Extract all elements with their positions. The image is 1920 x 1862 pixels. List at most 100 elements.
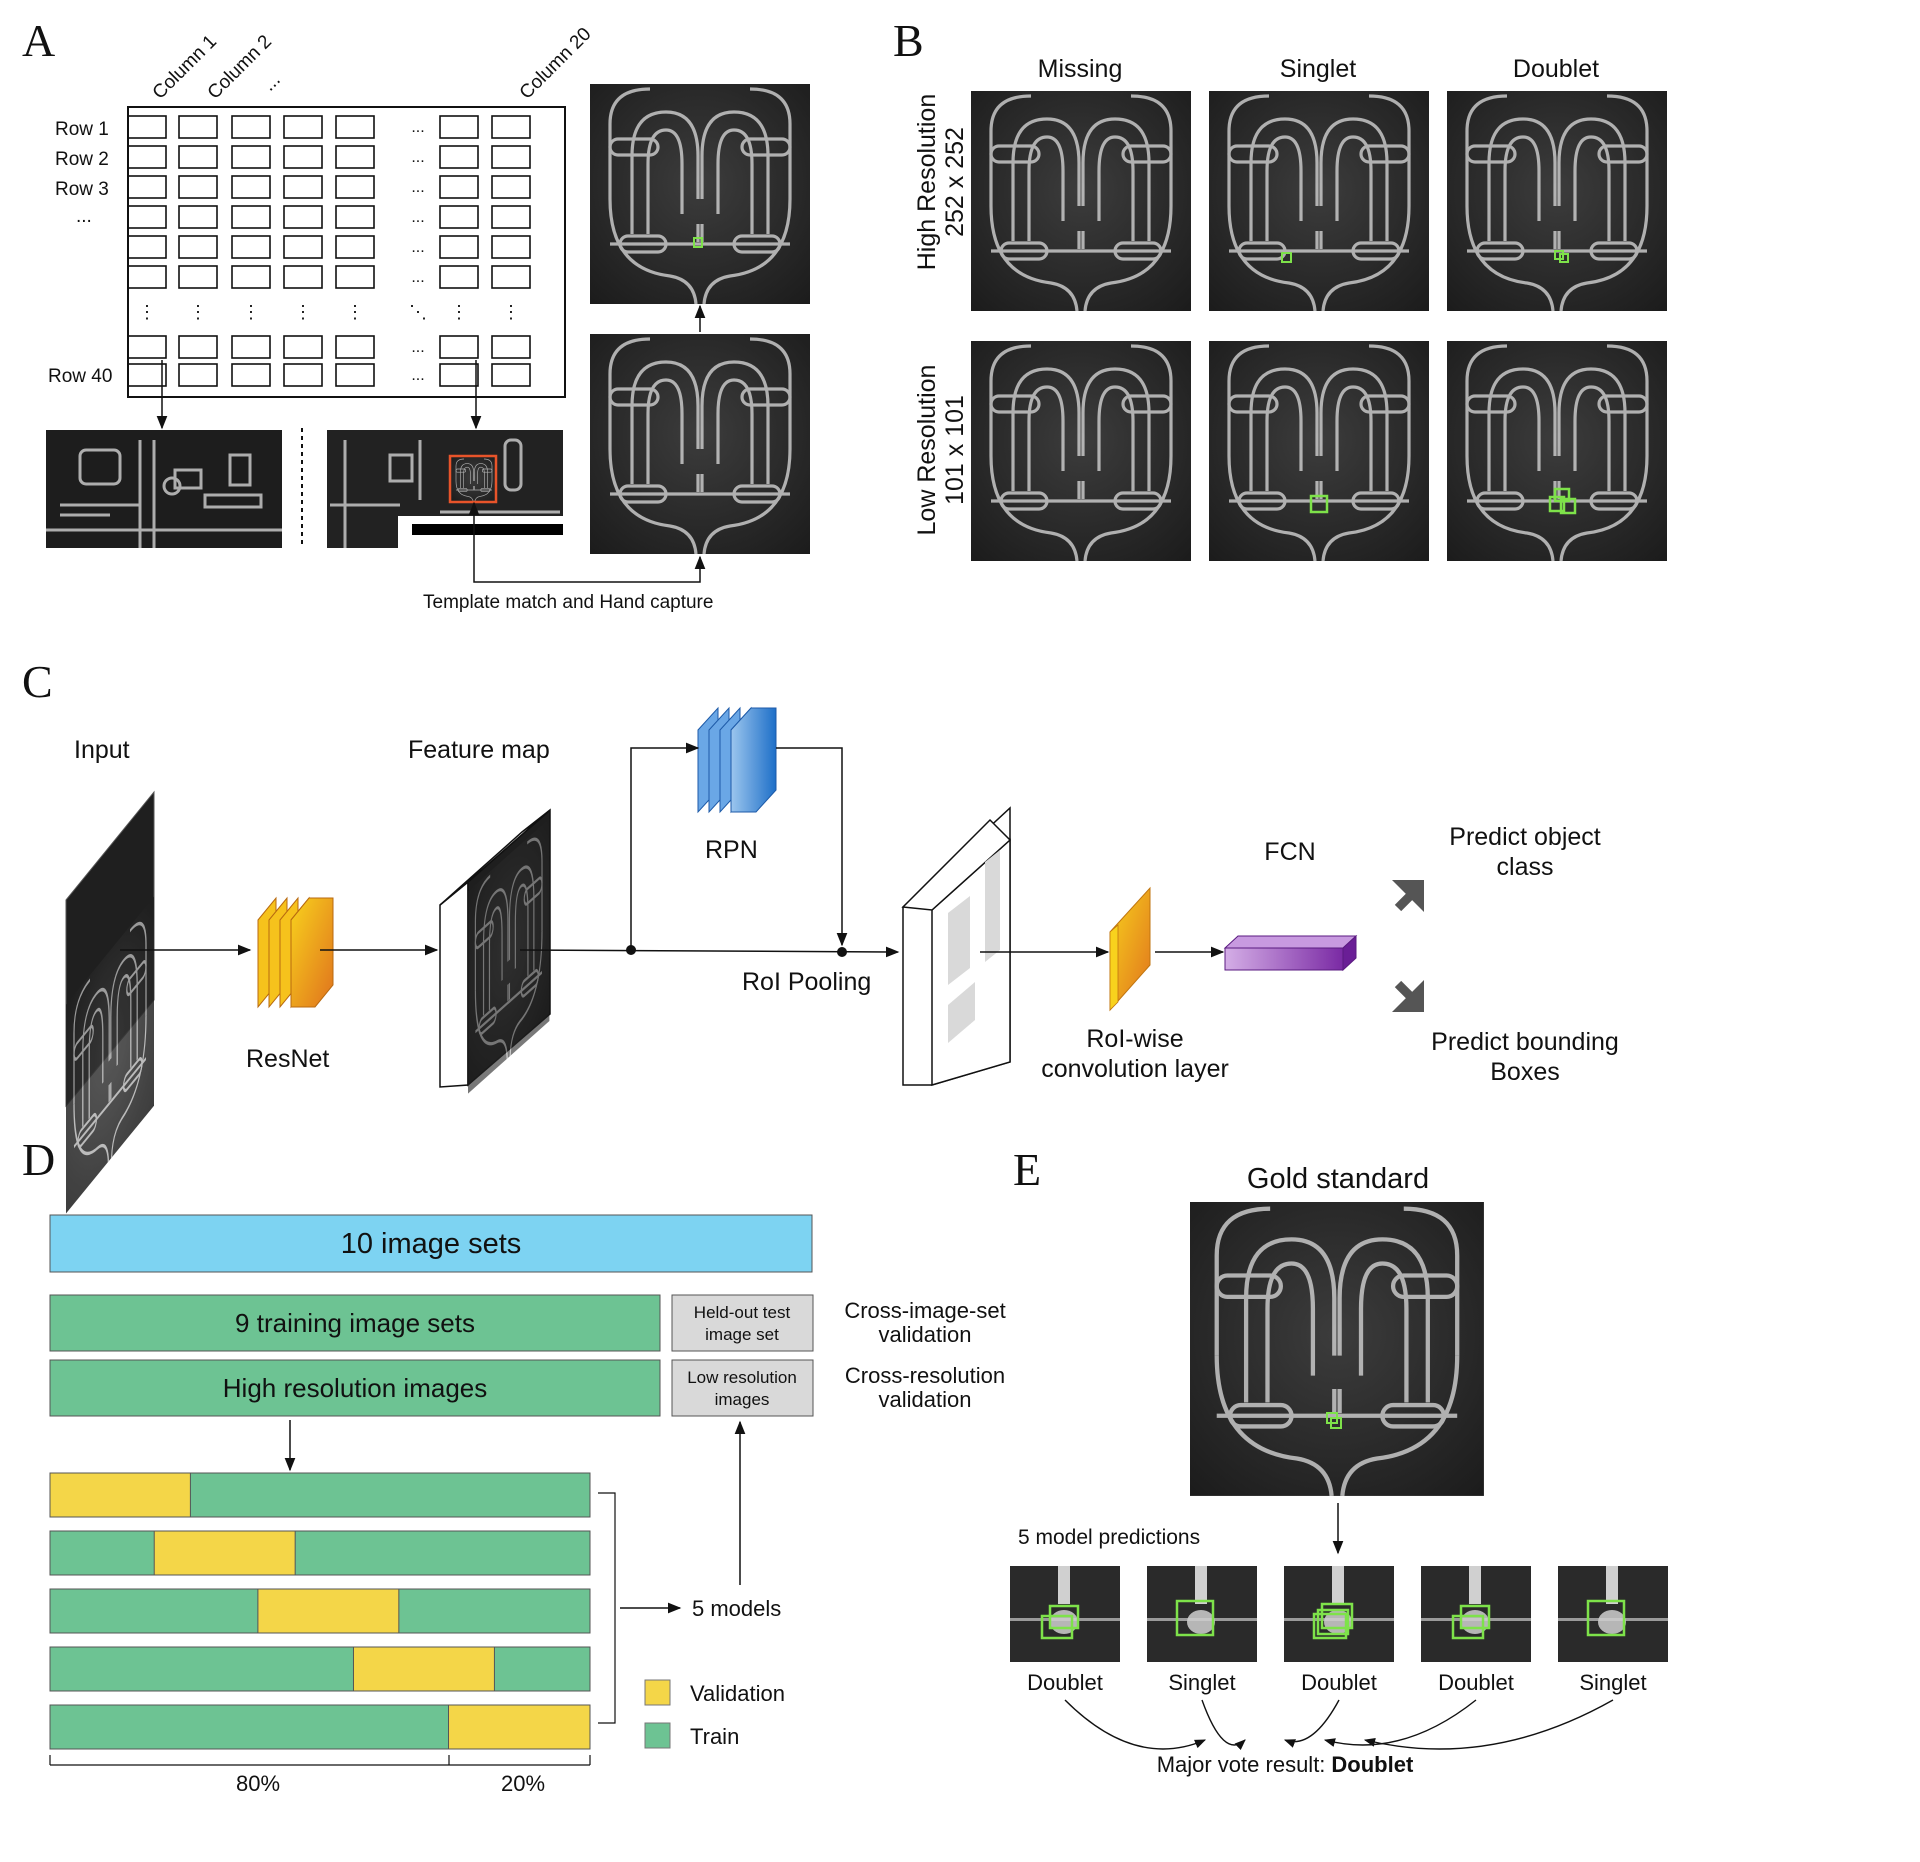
chip-cell	[335, 363, 375, 387]
fcn-block	[1223, 934, 1358, 972]
roi-pooling-box	[901, 806, 1012, 1087]
chip-photo-right	[327, 430, 563, 548]
chip-cell	[439, 205, 479, 229]
legend-label-train: Train	[690, 1724, 739, 1749]
grid-ellipsis: ...	[411, 339, 424, 356]
chip-cell	[491, 235, 531, 259]
chip-cell	[127, 175, 167, 199]
label-rpn: RPN	[705, 836, 758, 864]
grid-vdots: ⋮	[346, 302, 364, 322]
prediction-thumbnail	[1010, 1566, 1120, 1662]
grid-ellipsis: ...	[411, 119, 424, 136]
fold-validation-segment	[352, 1646, 495, 1692]
col-label-missing: Missing	[1038, 55, 1123, 83]
chip-cell	[491, 363, 531, 387]
chip-cell	[283, 363, 323, 387]
rpn-layer-front	[730, 707, 777, 813]
label-cross-res-2: validation	[879, 1387, 972, 1412]
trap-image-bottom	[588, 332, 812, 556]
prediction-label: Doublet	[1027, 1670, 1103, 1695]
fold-validation-segment	[448, 1704, 591, 1750]
row-label-40: Row 40	[48, 366, 112, 387]
vote-arrow	[1064, 1699, 1207, 1750]
label-cross-image-1: Cross-image-set	[844, 1298, 1005, 1323]
grid-ellipsis: ...	[411, 209, 424, 226]
template-match-caption: Template match and Hand capture	[423, 592, 713, 613]
fold-validation-segment	[153, 1530, 296, 1576]
legend-label-validation: Validation	[690, 1681, 785, 1706]
chip-cell	[439, 175, 479, 199]
chip-cell	[127, 335, 167, 359]
arrow-rpn-to-pooling	[776, 747, 848, 947]
grid-vdots: ⋱	[409, 302, 427, 322]
chip-cell	[127, 363, 167, 387]
box-low-res	[671, 1359, 814, 1417]
col-label-singlet: Singlet	[1280, 55, 1356, 83]
chip-cell	[491, 205, 531, 229]
label-split-train: 80%	[236, 1771, 280, 1796]
resnet-layer-front	[290, 897, 334, 1008]
fold-train-bar	[49, 1646, 591, 1692]
prediction-thumbnail	[1421, 1566, 1531, 1662]
chip-cell	[283, 235, 323, 259]
chip-cell	[335, 115, 375, 139]
label-gold-standard: Gold standard	[1247, 1163, 1429, 1195]
chip-cell	[491, 265, 531, 289]
vote-arrow	[1283, 1699, 1340, 1748]
chip-cell	[178, 235, 218, 259]
prediction-label: Doublet	[1301, 1670, 1377, 1695]
row-label-3: Row 3	[55, 179, 109, 200]
output-arrow-box	[1392, 980, 1424, 1012]
chip-cell	[335, 175, 375, 199]
label-heldout-1: Held-out test	[694, 1303, 791, 1322]
grid-vdots: ⋮	[294, 302, 312, 322]
box-heldout	[671, 1294, 814, 1352]
panel-b: B Missing Singlet Doublet High Resolutio…	[893, 15, 1669, 563]
row-labels: Row 1 Row 2 Row 3 ... Row 40	[48, 119, 112, 387]
legend-swatch-validation	[644, 1679, 671, 1706]
chip-cell	[283, 205, 323, 229]
column-label-20: Column 20	[516, 24, 596, 104]
vote-arrow	[1323, 1699, 1477, 1747]
chip-cell	[491, 335, 531, 359]
grid-vdots: ⋮	[502, 302, 520, 322]
chip-cell	[335, 235, 375, 259]
chip-cell	[283, 145, 323, 169]
vote-arrow	[1363, 1699, 1614, 1750]
label-model-predictions: 5 model predictions	[1018, 1526, 1200, 1549]
label-roi-conv-2: convolution layer	[1041, 1055, 1229, 1083]
chip-cell	[231, 205, 271, 229]
trap-high-doublet	[1445, 89, 1669, 313]
chip-cell	[178, 363, 218, 387]
arrow-to-rpn	[630, 742, 700, 950]
label-fcn: FCN	[1264, 838, 1315, 866]
chip-cell	[231, 363, 271, 387]
chip-photo-left	[46, 430, 282, 548]
prediction-thumbnail	[1147, 1566, 1257, 1662]
fold-train-bar	[49, 1530, 591, 1576]
grid-vdots: ⋮	[189, 302, 207, 322]
label-predict-box-1: Predict bounding	[1431, 1028, 1619, 1056]
arrow-featuremap-roi	[519, 946, 900, 958]
prediction-label: Doublet	[1438, 1670, 1514, 1695]
chip-cell	[127, 235, 167, 259]
trap-high-singlet	[1207, 89, 1431, 313]
row-label-2: Row 2	[55, 149, 109, 170]
chip-cell	[231, 235, 271, 259]
label-image-sets: 10 image sets	[341, 1228, 522, 1260]
chip-cell	[178, 145, 218, 169]
chip-cell	[283, 335, 323, 359]
fold-validation-segment	[257, 1588, 400, 1634]
chip-cell	[283, 115, 323, 139]
row-label-low-res: Low Resolution	[913, 365, 941, 536]
grid-vdots: ⋮	[450, 302, 468, 322]
label-cross-image-2: validation	[879, 1322, 972, 1347]
chip-cell	[231, 175, 271, 199]
chip-cell	[335, 335, 375, 359]
trap-low-missing	[969, 339, 1193, 563]
column-labels: Column 1 Column 2 ... Column 20	[149, 24, 596, 104]
roi-conv-layer	[1109, 886, 1151, 1012]
panel-letter-a: A	[22, 15, 55, 66]
rpn-block	[697, 706, 777, 814]
